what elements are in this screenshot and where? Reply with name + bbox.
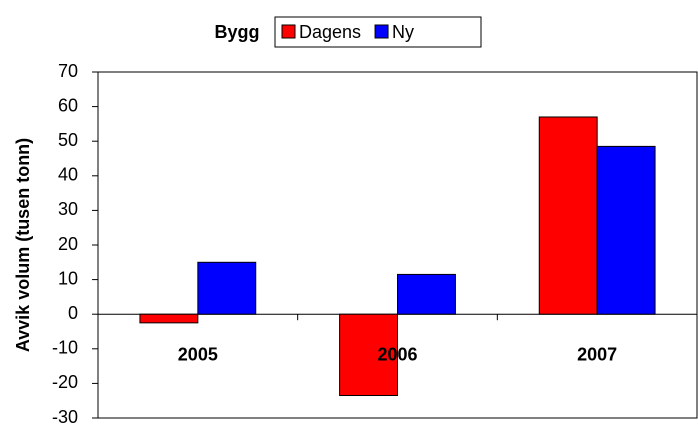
chart-title: Bygg [215, 22, 260, 42]
y-tick-label: -20 [52, 372, 78, 392]
x-tick-label: 2007 [577, 344, 617, 364]
y-tick-label: -10 [52, 338, 78, 358]
legend-swatch [281, 24, 296, 39]
y-tick-label: 0 [68, 303, 78, 323]
legend-label: Ny [392, 22, 414, 42]
bar [139, 313, 199, 324]
y-axis-label: Avvik volum (tusen tonn) [13, 138, 33, 352]
y-tick-label: 70 [58, 61, 78, 81]
y-tick-label: 50 [58, 130, 78, 150]
legend-label: Dagens [299, 22, 361, 42]
y-tick-label: 20 [58, 234, 78, 254]
legend-swatch [374, 24, 389, 39]
x-tick-label: 2005 [178, 344, 218, 364]
bar [538, 116, 598, 315]
bar [397, 273, 456, 315]
y-tick-label: -30 [52, 407, 78, 425]
y-tick-label: 40 [58, 165, 78, 185]
y-tick-label: 60 [58, 95, 78, 115]
bar [596, 145, 656, 315]
bar [197, 261, 257, 315]
y-tick-label: 30 [58, 199, 78, 219]
y-tick-label: 10 [58, 268, 78, 288]
bar [339, 313, 399, 397]
x-tick-label: 2006 [377, 344, 417, 364]
